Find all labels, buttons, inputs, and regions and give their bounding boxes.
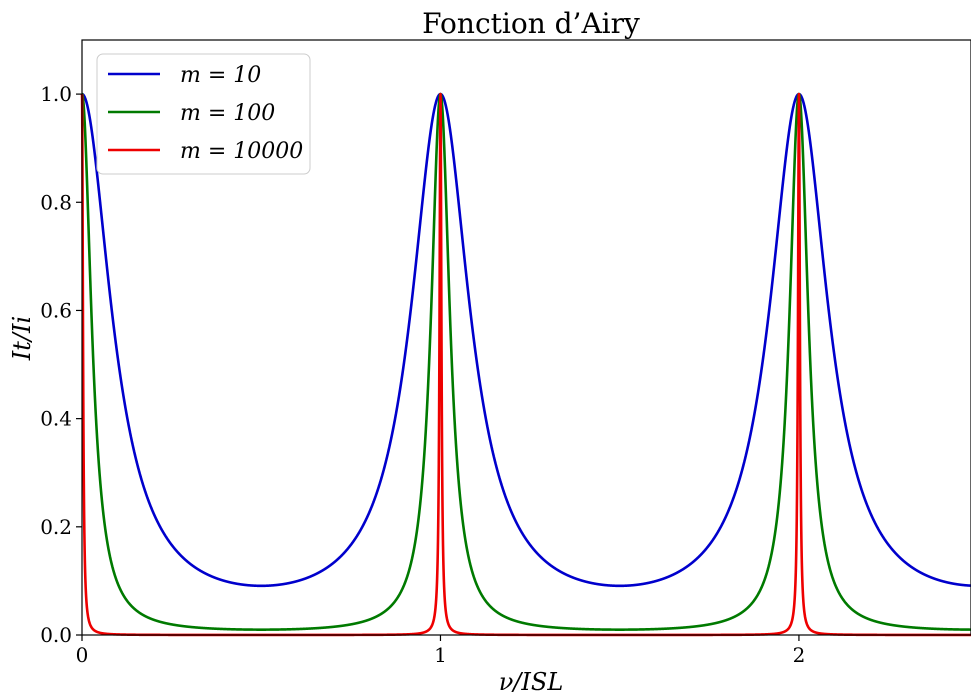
series-line-m10 — [80, 92, 971, 588]
y-tick-label: 0.0 — [40, 623, 72, 647]
series-line-m100 — [80, 92, 971, 631]
y-tick-label: 1.0 — [40, 82, 72, 106]
y-tick-label: 0.8 — [40, 190, 72, 214]
x-tick-label: 2 — [793, 643, 806, 667]
legend-label-m10: m = 10 — [180, 63, 261, 88]
chart-title: Fonction d’Airy — [422, 7, 640, 40]
legend: m = 10 m = 100 m = 10000 — [96, 53, 311, 175]
plot-frame — [81, 39, 971, 636]
x-axis-ticks: 0 1 2 — [76, 635, 806, 667]
legend-label-m100: m = 100 — [180, 101, 275, 126]
y-axis-label: It/Ii — [8, 316, 36, 361]
y-tick-label: 0.2 — [40, 515, 72, 539]
plot-curves — [80, 92, 971, 637]
x-tick-label: 1 — [434, 643, 447, 667]
y-axis-ticks: 0.0 0.2 0.4 0.6 0.8 1.0 — [40, 82, 82, 647]
legend-box — [96, 53, 311, 175]
x-tick-label: 0 — [76, 643, 89, 667]
y-tick-label: 0.4 — [40, 407, 72, 431]
y-tick-label: 0.6 — [40, 298, 72, 322]
x-axis-label: ν/ISL — [499, 668, 564, 696]
series-line-m10000 — [80, 92, 971, 637]
legend-label-m10000: m = 10000 — [180, 139, 303, 164]
